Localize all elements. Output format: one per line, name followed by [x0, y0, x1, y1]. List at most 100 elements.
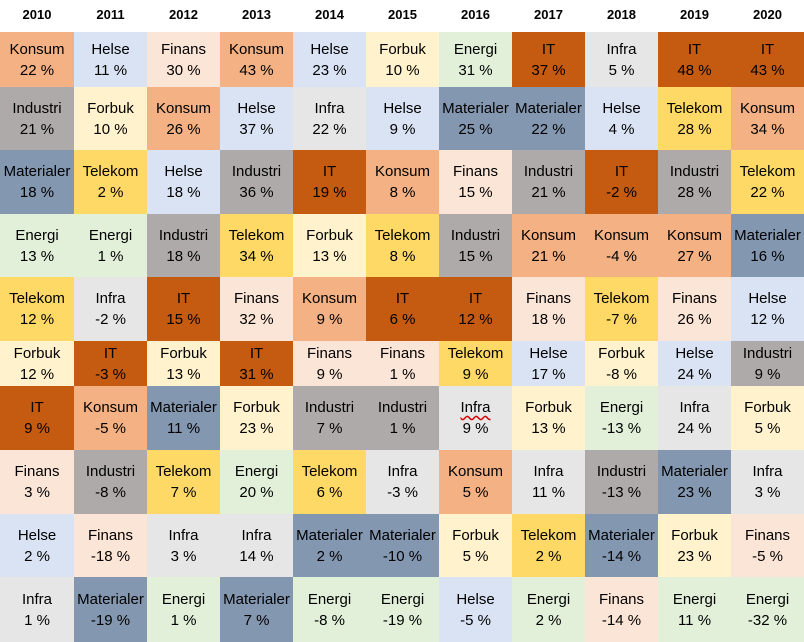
- sector-name: Materialer: [442, 99, 509, 117]
- return-value: -19 %: [90, 611, 131, 629]
- sector-cell: Helse 11 %: [74, 32, 147, 87]
- sector-cell: Energi -13 %: [585, 386, 658, 450]
- sector-name: Infra: [679, 399, 710, 416]
- sector-name: Industri: [158, 226, 209, 244]
- sector-name: Telekom: [520, 526, 577, 544]
- sector-cell: Energi 1 %: [74, 214, 147, 277]
- return-value: 6 %: [316, 484, 343, 501]
- return-value: 37 %: [531, 61, 566, 79]
- sector-cell: Helse 18 %: [147, 150, 220, 214]
- sector-cell: Industri -13 %: [585, 450, 658, 514]
- sector-cell: Finans 3 %: [0, 450, 74, 514]
- return-value: 11 %: [677, 611, 712, 629]
- return-value: 8 %: [389, 247, 416, 265]
- return-value: 21 %: [531, 247, 566, 265]
- sector-name: Finans: [306, 344, 353, 362]
- return-value: 37 %: [239, 120, 274, 138]
- sector-name: Materialer: [588, 526, 655, 544]
- sector-name: Konsum: [666, 226, 723, 244]
- sector-name: Industri: [450, 226, 501, 244]
- sector-name: Konsum: [9, 40, 65, 58]
- sector-cell: Infra 24 %: [658, 386, 731, 450]
- sector-name: Materialer: [734, 226, 801, 244]
- sector-name: Infra: [21, 590, 52, 608]
- sector-name: Energi: [745, 590, 790, 608]
- return-value: 24 %: [677, 420, 712, 437]
- sector-cell: Materialer -10 %: [366, 514, 439, 577]
- sector-cell: Industri 7 %: [293, 386, 366, 450]
- return-value: 31 %: [458, 61, 493, 79]
- sector-cell: Finans 30 %: [147, 32, 220, 87]
- sector-cell: Forbuk 13 %: [147, 341, 220, 386]
- return-value: -8 %: [606, 365, 637, 383]
- sector-cell: Energi -8 %: [293, 577, 366, 642]
- return-value: 7 %: [170, 484, 197, 501]
- sector-name: Konsum: [593, 226, 650, 244]
- sector-cell: Helse 4 %: [585, 87, 658, 150]
- sector-name: Telekom: [593, 290, 650, 307]
- sector-name: Forbuk: [744, 399, 791, 416]
- sector-cell: Forbuk 5 %: [439, 514, 512, 577]
- return-value: 15 %: [166, 311, 201, 328]
- sector-name: Materialer: [515, 99, 582, 117]
- sector-cell: Forbuk 10 %: [74, 87, 147, 150]
- sector-cell: IT 43 %: [731, 32, 804, 87]
- sector-cell: Infra 3 %: [147, 514, 220, 577]
- sector-name: Industri: [377, 399, 428, 416]
- return-value: 10 %: [385, 61, 420, 79]
- return-value: 25 %: [458, 120, 493, 138]
- sector-name: Infra: [533, 463, 564, 480]
- sector-name: Telekom: [447, 344, 504, 362]
- sector-cell: Konsum 9 %: [293, 277, 366, 341]
- return-value: -2 %: [606, 184, 637, 201]
- sector-name: Konsum: [301, 290, 358, 307]
- sector-cell: Forbuk 23 %: [658, 514, 731, 577]
- sector-cell: Finans -18 %: [74, 514, 147, 577]
- return-value: 9 %: [462, 365, 489, 383]
- sector-name: Finans: [160, 40, 207, 58]
- sector-name: Helse: [675, 344, 714, 362]
- sector-cell: Industri 36 %: [220, 150, 293, 214]
- return-value: -3 %: [387, 484, 418, 501]
- sector-name: Materialer: [150, 399, 217, 416]
- sector-name: IT: [395, 290, 410, 307]
- return-value: 1 %: [24, 611, 50, 629]
- return-value: 5 %: [462, 484, 489, 501]
- return-value: 48 %: [677, 61, 712, 79]
- sector-name: IT: [760, 40, 775, 58]
- return-value: 13 %: [166, 365, 201, 383]
- return-value: -5 %: [95, 420, 126, 437]
- sector-cell: IT 19 %: [293, 150, 366, 214]
- sector-cell: Finans 9 %: [293, 341, 366, 386]
- sector-cell: Finans 26 %: [658, 277, 731, 341]
- return-value: 34 %: [239, 247, 274, 265]
- sector-cell: Energi 13 %: [0, 214, 74, 277]
- return-value: 13 %: [312, 247, 347, 265]
- sector-cell: Konsum 27 %: [658, 214, 731, 277]
- sector-name: Helse: [310, 40, 349, 58]
- sector-cell: Industri 21 %: [0, 87, 74, 150]
- sector-cell: Telekom 34 %: [220, 214, 293, 277]
- sector-cell: Konsum 8 %: [366, 150, 439, 214]
- sector-name: Energi: [161, 590, 206, 608]
- sector-name: Forbuk: [525, 399, 572, 416]
- return-value: 26 %: [166, 120, 201, 138]
- year-header: 2011: [96, 7, 125, 22]
- sector-name: IT: [249, 344, 264, 362]
- sector-name: Energi: [234, 463, 279, 480]
- sector-cell: IT 9 %: [0, 386, 74, 450]
- sector-name: Infra: [314, 99, 345, 117]
- return-value: 18 %: [531, 311, 566, 328]
- sector-name: Konsum: [520, 226, 577, 244]
- sector-cell: Telekom 2 %: [512, 514, 585, 577]
- sector-cell: Telekom 6 %: [293, 450, 366, 514]
- sector-cell: Infra 3 %: [731, 450, 804, 514]
- return-value: 11 %: [93, 61, 128, 79]
- sector-cell: Industri 18 %: [147, 214, 220, 277]
- sector-name: Finans: [598, 590, 645, 608]
- sector-cell: Konsum 26 %: [147, 87, 220, 150]
- return-value: -14 %: [601, 547, 642, 565]
- sector-name: Energi: [88, 226, 133, 244]
- sector-cell: Finans 15 %: [439, 150, 512, 214]
- return-value: 36 %: [239, 184, 274, 201]
